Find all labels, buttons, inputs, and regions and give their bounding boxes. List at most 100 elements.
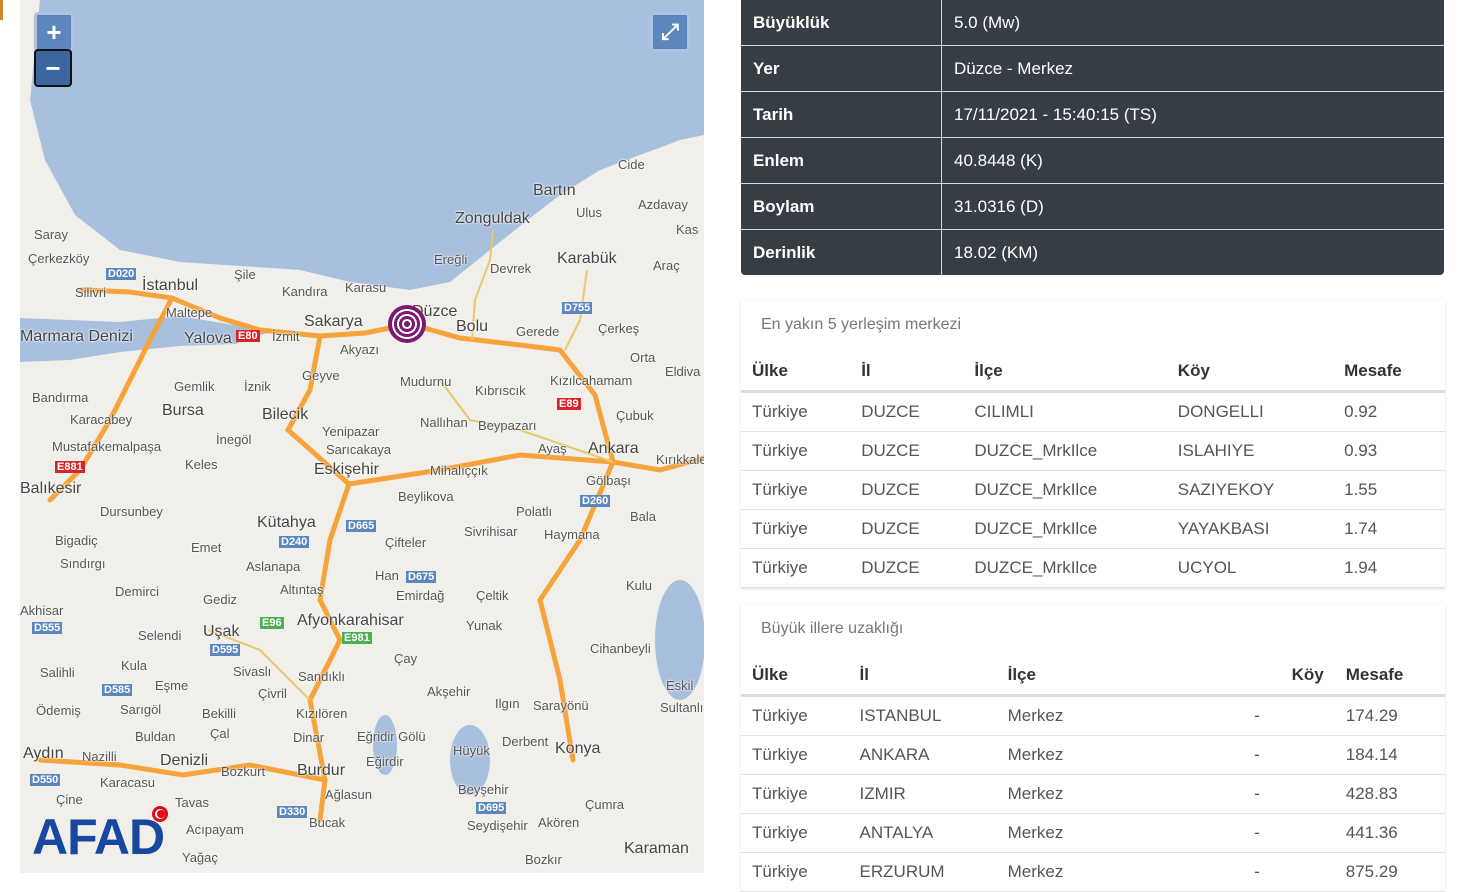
map-label: Eşme <box>155 678 189 693</box>
nearest-settlements-title: En yakın 5 yerleşim merkezi <box>761 316 962 333</box>
table-cell: Merkez <box>996 774 1105 814</box>
earthquake-map[interactable]: Bartın Zonguldak Ulus Azdavay Kas Cide Ereğli D… <box>20 0 704 873</box>
map-label: Sarayönü <box>533 698 589 713</box>
epicenter-marker[interactable] <box>388 305 426 343</box>
map-label: Kızılcahamam <box>550 373 633 388</box>
table-row: Türkiye DUZCE DUZCE_MrkIlce YAYAKBASI 1.74 <box>741 509 1445 549</box>
map-label: Bala <box>630 509 657 524</box>
table-cell: 0.93 <box>1333 431 1445 471</box>
map-label: Çivril <box>258 686 287 701</box>
road-shield: D020 <box>106 268 137 280</box>
map-label: Zonguldak <box>455 210 530 227</box>
column-header: Köy <box>1166 352 1334 393</box>
table-cell: Türkiye <box>741 852 849 892</box>
black-sea <box>30 0 704 290</box>
table-cell: YAYAKBASI <box>1166 509 1334 549</box>
table-cell: 1.74 <box>1333 509 1445 549</box>
column-header: Köy <box>1104 656 1335 697</box>
map-label: Bartın <box>533 182 576 199</box>
map-label: Kula <box>121 658 148 673</box>
map-label: Ayaş <box>538 441 567 456</box>
map-label: Gediz <box>203 592 237 607</box>
detail-row: Yer Düzce - Merkez <box>741 45 1444 92</box>
road-shield: D595 <box>210 644 241 656</box>
road-shield: D665 <box>346 520 377 532</box>
table-row: Türkiye DUZCE DUZCE_MrkIlce ISLAHIYE 0.93 <box>741 431 1445 471</box>
map-label: Mudurnu <box>400 374 452 389</box>
map-label: Karaman <box>624 840 689 857</box>
lake-egirdir <box>373 715 397 775</box>
map-label: İzmit <box>272 329 300 344</box>
table-row: Türkiye ANKARA Merkez -184.14 <box>741 735 1445 775</box>
map-label: Çeltik <box>476 588 509 603</box>
map-label: Cide <box>618 157 645 172</box>
map-label: Dursunbey <box>100 504 163 519</box>
map-label: Bozkurt <box>221 764 266 779</box>
road-shield: E881 <box>55 461 85 473</box>
map-label: Beylikova <box>398 489 454 504</box>
nearest-settlements-table: Ülke İl İlçe Köy Mesafe Türkiye DUZCE CILIMLI DO… <box>741 352 1445 588</box>
map-label: Keles <box>185 457 218 472</box>
road-shield: E981 <box>342 632 372 644</box>
map-label: Ulus <box>576 205 603 220</box>
map-label: Şile <box>234 267 256 282</box>
table-cell: ANKARA <box>848 735 997 775</box>
table-cell: DUZCE_MrkIlce <box>963 470 1167 510</box>
map-label: Seydişehir <box>467 818 528 833</box>
table-cell: Türkiye <box>741 735 849 775</box>
map-label: Tavas <box>175 795 209 810</box>
fullscreen-button[interactable]: ⤢ <box>650 12 690 52</box>
map-label: Akyazı <box>340 342 380 357</box>
table-cell: DUZCE <box>850 509 964 549</box>
map-label: Gemlik <box>174 379 215 394</box>
map-label: Akşehir <box>427 684 471 699</box>
map-label: Emirdağ <box>396 588 445 603</box>
table-cell: 1.55 <box>1333 470 1445 510</box>
major-cities-distance-card: Büyük illere uzaklığı Ülke İl İlçe Köy Mesaf… <box>741 604 1445 892</box>
map-label: Denizli <box>160 752 209 769</box>
map-label: Acıpayam <box>186 822 244 837</box>
map-label: Aslanapa <box>246 559 301 574</box>
zoom-out-button[interactable]: − <box>34 49 72 87</box>
turkish-flag-icon <box>152 806 168 822</box>
map-label: Akören <box>538 815 580 830</box>
table-row: Türkiye IZMIR Merkez -428.83 <box>741 774 1445 814</box>
table-cell: Merkez <box>996 735 1105 775</box>
table-cell: 428.83 <box>1334 774 1445 814</box>
map-label: Akhisar <box>20 603 64 618</box>
map-label: Orta <box>630 350 656 365</box>
map-label: Emet <box>191 540 222 555</box>
map-label: Ankara <box>588 440 639 457</box>
map-label: Çay <box>394 651 418 666</box>
map-label: Çerkeş <box>598 321 640 336</box>
zoom-in-button[interactable]: + <box>34 12 74 52</box>
road-shield: D675 <box>406 571 437 583</box>
map-label: Çubuk <box>616 408 654 423</box>
lake-beysehir <box>450 725 490 795</box>
map-label: Altıntaş <box>280 582 324 597</box>
map-label: Eğirdir <box>366 754 404 769</box>
table-row: Türkiye DUZCE DUZCE_MrkIlce UCYOL 1.94 <box>741 548 1445 588</box>
map-label: Çumra <box>585 797 625 812</box>
map-label: Bozkır <box>525 852 562 867</box>
map-label: Kıbrıscık <box>475 383 526 398</box>
map-label: Cihanbeyli <box>590 641 651 656</box>
detail-row: Tarih 17/11/2021 - 15:40:15 (TS) <box>741 91 1444 138</box>
main-roads <box>37 287 704 823</box>
map-label: Bursa <box>162 402 204 419</box>
map-label: Konya <box>555 740 601 757</box>
table-cell: ERZURUM <box>848 852 997 892</box>
map-label: Sındırgı <box>60 556 106 571</box>
map-label: Kas <box>676 222 699 237</box>
map-label: Saray <box>34 227 68 242</box>
table-cell: IZMIR <box>848 774 997 814</box>
table-cell: Türkiye <box>741 431 851 471</box>
detail-key: Tarih <box>741 91 942 138</box>
column-header: Ülke <box>741 352 851 393</box>
detail-key: Derinlik <box>741 229 942 275</box>
page-edge-accent <box>0 0 3 20</box>
detail-value: 40.8448 (K) <box>941 137 1444 184</box>
table-cell: - <box>1104 852 1335 892</box>
table-cell: ISTANBUL <box>848 695 997 736</box>
map-label: Yağaç <box>182 850 218 865</box>
